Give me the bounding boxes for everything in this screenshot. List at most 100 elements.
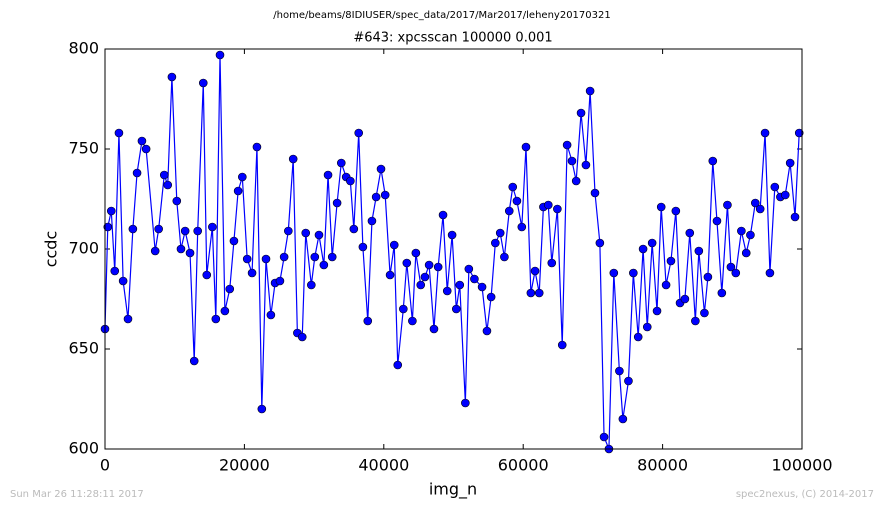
data-point <box>310 252 320 262</box>
data-point <box>118 276 128 286</box>
data-point <box>266 310 276 320</box>
data-point <box>712 216 722 226</box>
data-point <box>229 236 239 246</box>
data-point <box>482 326 492 336</box>
data-point <box>349 224 359 234</box>
data-point <box>393 360 403 370</box>
y-tick-label: 800 <box>68 39 99 58</box>
data-point <box>167 72 177 82</box>
data-point <box>451 304 461 314</box>
data-point <box>371 192 381 202</box>
data-point <box>581 160 591 170</box>
data-point <box>172 196 182 206</box>
footer-left: Sun Mar 26 11:28:11 2017 <box>10 489 144 500</box>
x-tick-label: 80000 <box>637 456 688 475</box>
data-point <box>543 200 553 210</box>
data-point <box>358 242 368 252</box>
data-point <box>442 286 452 296</box>
data-point <box>737 226 746 236</box>
data-point <box>517 222 527 232</box>
data-point <box>656 202 666 212</box>
data-point <box>708 156 718 166</box>
data-point <box>163 180 173 190</box>
data-point <box>495 228 505 238</box>
suptitle: /home/beams/8IDIUSER/spec_data/2017/Mar2… <box>273 10 610 21</box>
data-point <box>385 270 395 280</box>
data-point <box>429 324 439 334</box>
data-point <box>694 246 704 256</box>
data-point <box>590 188 600 198</box>
data-point <box>726 262 736 272</box>
data-point <box>399 304 408 314</box>
data-point <box>123 314 133 324</box>
data-point <box>252 142 262 152</box>
data-point <box>275 276 285 286</box>
data-point <box>703 272 713 282</box>
x-axis-label: img_n <box>429 480 477 500</box>
data-point <box>137 136 147 146</box>
data-point <box>562 140 572 150</box>
y-tick-label: 600 <box>68 439 99 458</box>
data-point <box>279 252 289 262</box>
data-point <box>128 224 138 234</box>
data-point <box>794 128 804 138</box>
data-point <box>438 210 448 220</box>
data-point <box>346 176 355 186</box>
data-point <box>242 254 252 264</box>
data-point <box>211 314 221 324</box>
y-tick-label: 700 <box>68 239 99 258</box>
data-point <box>512 196 522 206</box>
data-point <box>189 356 199 366</box>
data-point <box>633 332 643 342</box>
data-point <box>332 198 342 208</box>
data-point <box>691 316 700 326</box>
y-tick-label: 650 <box>68 339 99 358</box>
data-point <box>233 186 243 196</box>
data-point <box>257 404 267 414</box>
data-point <box>780 190 790 200</box>
data-point <box>208 222 217 232</box>
data-point <box>193 226 203 236</box>
data-point <box>110 266 120 276</box>
data-point <box>336 158 346 168</box>
data-point <box>717 288 727 298</box>
data-point <box>534 288 544 298</box>
data-point <box>261 254 271 264</box>
data-point <box>609 268 619 278</box>
data-point <box>150 246 160 256</box>
data-point <box>599 432 609 442</box>
data-point <box>629 268 638 278</box>
data-point <box>238 172 247 182</box>
data-point <box>785 158 795 168</box>
data-point <box>680 294 690 304</box>
y-axis-label: ccdc <box>42 231 61 268</box>
data-point <box>424 260 434 270</box>
data-point <box>215 50 225 60</box>
x-tick-label: 20000 <box>219 456 270 475</box>
x-tick-label: 60000 <box>498 456 549 475</box>
data-point <box>247 268 257 278</box>
data-point <box>461 398 470 408</box>
data-point <box>790 212 800 222</box>
data-point <box>132 168 142 178</box>
data-point <box>553 204 562 214</box>
data-point <box>198 78 208 88</box>
data-point <box>455 280 465 290</box>
data-point <box>314 230 324 240</box>
data-point <box>154 224 163 234</box>
data-point <box>526 288 536 298</box>
data-point <box>500 252 509 262</box>
data-point <box>367 216 377 226</box>
data-point <box>225 284 235 294</box>
data-point <box>380 190 390 200</box>
data-point <box>547 258 557 268</box>
data-point <box>585 86 595 96</box>
data-point <box>486 292 496 302</box>
data-point <box>666 256 676 266</box>
x-tick-label: 0 <box>100 456 110 475</box>
data-point <box>319 260 329 270</box>
x-tick-label: 40000 <box>358 456 409 475</box>
data-point <box>470 274 479 284</box>
data-point <box>751 198 760 208</box>
data-point <box>159 170 169 180</box>
